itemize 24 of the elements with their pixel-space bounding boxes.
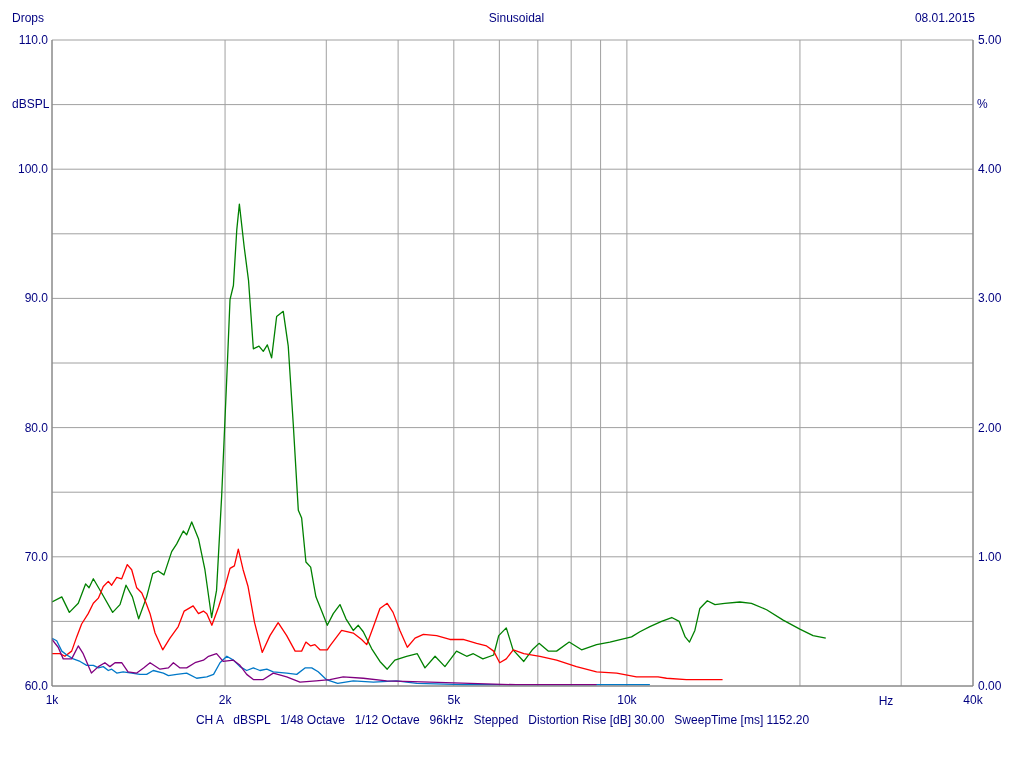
text: 08.01.2015 bbox=[914, 11, 975, 25]
y-tick-label: 90.0 bbox=[24, 291, 49, 306]
x-tick-label: 5k bbox=[447, 693, 462, 707]
chart-subtitle: Sinusoidal bbox=[488, 11, 545, 25]
y-tick-label: 70.0 bbox=[24, 549, 49, 564]
y-tick-label: 80.0 bbox=[24, 420, 49, 435]
y-axis-title: dBSPL bbox=[12, 97, 50, 111]
y2-tick-label: 5.00 bbox=[978, 33, 1002, 47]
y2-tick-label: 0.00 bbox=[978, 679, 1002, 693]
x-tick-label: 10k bbox=[617, 693, 638, 707]
y2-tick-label: 1.00 bbox=[978, 549, 1002, 564]
text: CH A dBSPL 1/48 Octave 1/12 Octave 96kHz Stepped Distortion Rise [dB] 30.00 SweepTime [ms] 1152.20 bbox=[195, 713, 810, 727]
y-tick-label: 100.0 bbox=[17, 162, 49, 177]
y2-tick-label: 3.00 bbox=[978, 291, 1002, 306]
y2-axis-title: % bbox=[977, 97, 988, 111]
y2-tick-label: 2.00 bbox=[978, 420, 1002, 435]
x-tick-label: 1k bbox=[45, 693, 60, 707]
x-axis-title: Hz bbox=[878, 694, 894, 708]
chart-title: Drops bbox=[12, 11, 45, 25]
x-tick-label: 40k bbox=[963, 693, 984, 707]
y2-tick-label: 4.00 bbox=[978, 162, 1002, 177]
y-tick-label: 60.0 bbox=[24, 679, 49, 693]
x-tick-label: 2k bbox=[218, 693, 233, 707]
y-tick-label: 110.0 bbox=[18, 33, 49, 47]
